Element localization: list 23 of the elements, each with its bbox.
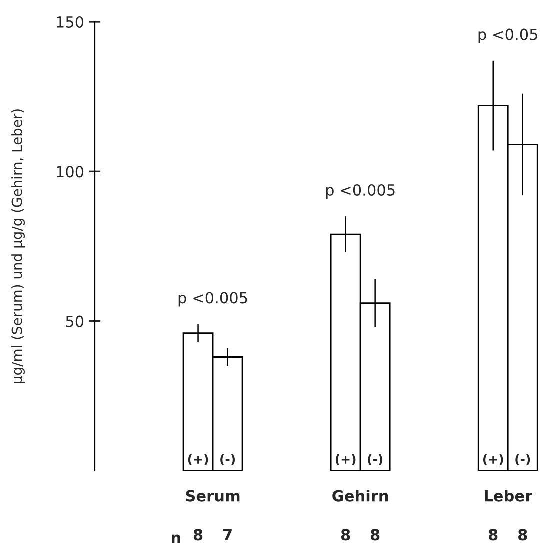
annotation: p <0.005 [178, 292, 248, 307]
text: n [172, 534, 180, 543]
y-tick-label: 150 [57, 16, 84, 28]
series-label: (+) [188, 454, 208, 466]
text: (-) [516, 454, 530, 466]
text: (+) [483, 454, 504, 466]
series-label: (-) [220, 454, 236, 466]
text: 7 [223, 529, 232, 540]
text: 8 [518, 529, 528, 541]
text: 8 [488, 529, 498, 541]
x-tick-label: Serum [186, 490, 240, 502]
x-tick-label: Gehirn [332, 490, 388, 502]
y-tick-label: 100 [57, 166, 84, 178]
annotation: p <0.05 [478, 28, 538, 44]
text: (-) [368, 454, 383, 466]
y-tick-label: 50 [66, 316, 84, 328]
text: 8 [341, 529, 350, 541]
text: 8 [194, 529, 203, 541]
x-tick-label: Leber [485, 490, 533, 502]
text: (+) [336, 454, 356, 466]
annotation: p <0.005 [326, 184, 395, 199]
text: 8 [370, 529, 380, 541]
y-axis-title: µg/ml (Serum) und µg/g (Gehirn, Leber) [12, 110, 25, 384]
